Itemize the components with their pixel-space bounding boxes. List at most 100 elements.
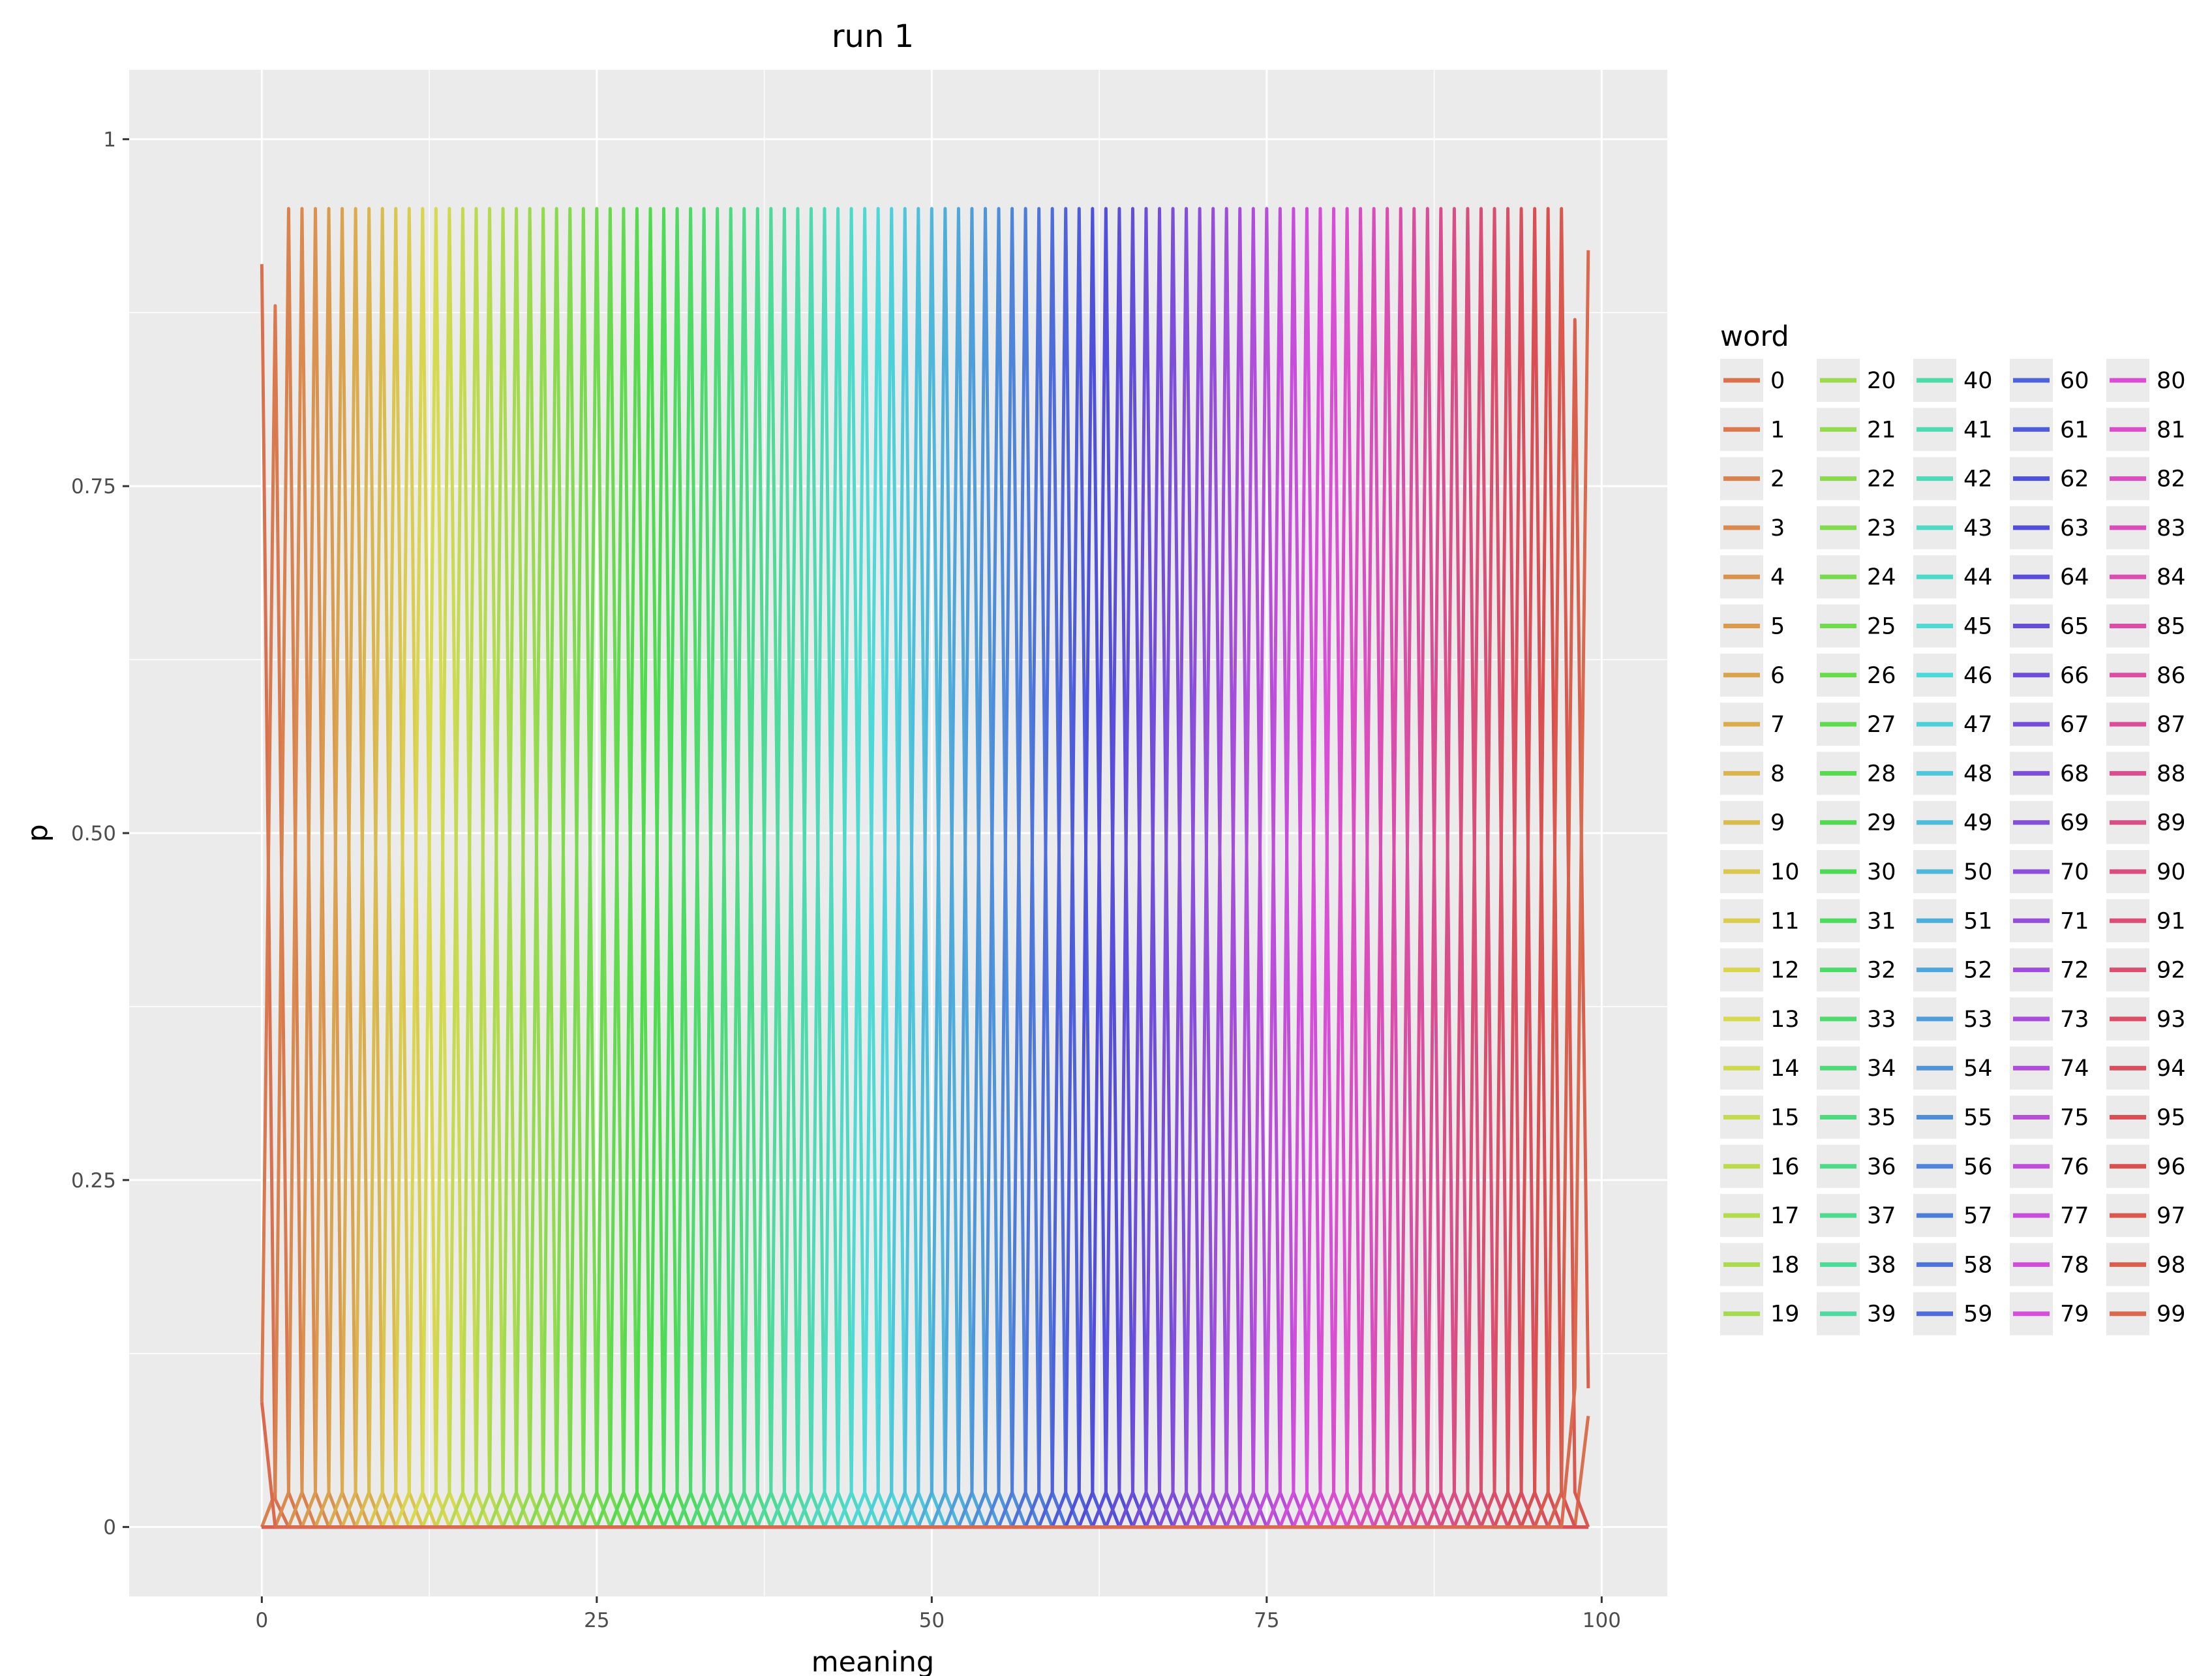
y-tick-label: 0.50 [71, 822, 116, 846]
legend-item-73: 73 [2010, 997, 2089, 1041]
legend-item-58: 58 [1913, 1243, 1993, 1287]
legend-label: 27 [1867, 712, 1896, 738]
legend-item-84: 84 [2106, 555, 2186, 599]
legend-label: 16 [1770, 1154, 1800, 1180]
legend-label: 63 [2060, 515, 2089, 541]
legend-label: 50 [1963, 859, 1993, 885]
x-tick-label: 25 [584, 1609, 609, 1632]
legend-label: 64 [2060, 564, 2089, 590]
legend-item-42: 42 [1913, 457, 1993, 500]
legend-item-64: 64 [2010, 555, 2089, 599]
legend-label: 41 [1963, 417, 1993, 443]
legend-label: 67 [2060, 712, 2089, 738]
legend-item-31: 31 [1817, 899, 1896, 943]
legend-item-38: 38 [1817, 1243, 1896, 1287]
legend-item-14: 14 [1720, 1046, 1800, 1090]
legend-label: 29 [1867, 810, 1896, 836]
legend-item-90: 90 [2106, 850, 2186, 893]
legend-label: 94 [2157, 1056, 2186, 1082]
legend-item-2: 2 [1720, 457, 1785, 500]
legend-item-56: 56 [1913, 1144, 1993, 1188]
y-tick-label: 0 [103, 1516, 116, 1540]
legend-item-70: 70 [2010, 850, 2089, 893]
legend-label: 11 [1770, 908, 1800, 934]
legend-item-83: 83 [2106, 506, 2186, 549]
legend-label: 99 [2157, 1302, 2186, 1328]
legend-item-69: 69 [2010, 800, 2089, 844]
legend-item-22: 22 [1817, 457, 1896, 500]
legend-label: 30 [1867, 859, 1896, 885]
legend-label: 19 [1770, 1302, 1800, 1328]
legend-label: 79 [2060, 1302, 2089, 1328]
legend-label: 65 [2060, 614, 2089, 640]
legend-label: 1 [1770, 417, 1785, 443]
legend-label: 6 [1770, 663, 1785, 689]
legend-item-37: 37 [1817, 1194, 1896, 1238]
legend-label: 86 [2157, 663, 2186, 689]
legend-label: 23 [1867, 515, 1896, 541]
legend-item-5: 5 [1720, 604, 1785, 648]
legend-item-13: 13 [1720, 997, 1800, 1041]
legend-item-46: 46 [1913, 653, 1993, 697]
legend-item-34: 34 [1817, 1046, 1896, 1090]
series-group [260, 207, 1590, 1529]
legend-item-32: 32 [1817, 948, 1896, 992]
legend-label: 56 [1963, 1154, 1993, 1180]
legend-item-74: 74 [2010, 1046, 2089, 1090]
legend-label: 10 [1770, 859, 1800, 885]
legend-label: 61 [2060, 417, 2089, 443]
legend-label: 5 [1770, 614, 1785, 640]
legend-item-61: 61 [2010, 408, 2089, 451]
legend-item-96: 96 [2106, 1144, 2186, 1188]
legend-label: 55 [1963, 1105, 1993, 1131]
legend-label: 51 [1963, 908, 1993, 934]
legend-item-79: 79 [2010, 1292, 2089, 1335]
legend-item-28: 28 [1817, 752, 1896, 795]
legend-item-94: 94 [2106, 1046, 2186, 1090]
legend-label: 93 [2157, 1007, 2186, 1033]
legend-label: 4 [1770, 564, 1785, 590]
legend-item-4: 4 [1720, 555, 1785, 599]
legend-label: 72 [2060, 958, 2089, 984]
legend-label: 37 [1867, 1203, 1896, 1229]
legend-label: 17 [1770, 1203, 1800, 1229]
legend-item-98: 98 [2106, 1243, 2186, 1287]
legend-item-55: 55 [1913, 1095, 1993, 1139]
legend-item-95: 95 [2106, 1095, 2186, 1139]
legend-label: 34 [1867, 1056, 1896, 1082]
legend-item-47: 47 [1913, 703, 1993, 746]
legend-item-36: 36 [1817, 1144, 1896, 1188]
legend-label: 47 [1963, 712, 1993, 738]
legend-label: 60 [2060, 368, 2089, 394]
legend-item-19: 19 [1720, 1292, 1800, 1335]
legend-item-68: 68 [2010, 752, 2089, 795]
legend-item-24: 24 [1817, 555, 1896, 599]
x-axis-title: meaning [811, 1646, 934, 1676]
legend-item-49: 49 [1913, 800, 1993, 844]
legend-label: 45 [1963, 614, 1993, 640]
legend-item-15: 15 [1720, 1095, 1800, 1139]
legend-label: 76 [2060, 1154, 2089, 1180]
legend-item-67: 67 [2010, 703, 2089, 746]
legend-label: 9 [1770, 810, 1785, 836]
legend-item-39: 39 [1817, 1292, 1896, 1335]
legend-item-41: 41 [1913, 408, 1993, 451]
legend-label: 40 [1963, 368, 1993, 394]
legend-label: 39 [1867, 1302, 1896, 1328]
legend-item-66: 66 [2010, 653, 2089, 697]
legend-item-87: 87 [2106, 703, 2186, 746]
legend-item-86: 86 [2106, 653, 2186, 697]
legend: 0123456789101112131415161718192021222324… [1720, 359, 2186, 1335]
legend-label: 20 [1867, 368, 1896, 394]
legend-item-72: 72 [2010, 948, 2089, 992]
legend-item-88: 88 [2106, 752, 2186, 795]
legend-item-99: 99 [2106, 1292, 2186, 1335]
legend-label: 25 [1867, 614, 1896, 640]
legend-label: 35 [1867, 1105, 1896, 1131]
legend-label: 46 [1963, 663, 1993, 689]
legend-item-27: 27 [1817, 703, 1896, 746]
legend-item-89: 89 [2106, 800, 2186, 844]
legend-label: 96 [2157, 1154, 2186, 1180]
legend-item-17: 17 [1720, 1194, 1800, 1238]
legend-label: 80 [2157, 368, 2186, 394]
